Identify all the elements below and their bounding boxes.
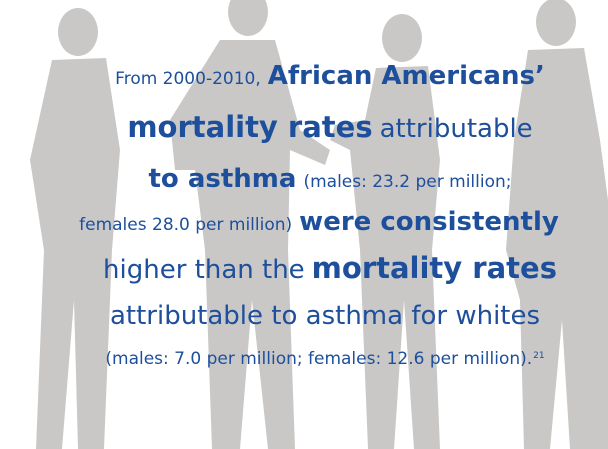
text-segment: mortality rates xyxy=(127,110,372,144)
text-segment: higher than the xyxy=(103,255,305,285)
text-line: mortality rates attributable xyxy=(0,113,608,142)
text-segment: (males: 7.0 per million; females: 12.6 p… xyxy=(105,349,532,369)
footnote-ref: 21 xyxy=(533,351,544,361)
head xyxy=(536,0,576,46)
text-segment: attributable to asthma for whites xyxy=(110,301,540,331)
figure xyxy=(506,48,608,449)
text-segment: African Americans’ xyxy=(268,61,545,91)
text-line: females 28.0 per million) were consistent… xyxy=(0,209,608,235)
infographic: From 2000-2010, African Americans’ mortal… xyxy=(0,0,608,449)
text-segment: attributable xyxy=(380,114,533,144)
text-segment: females 28.0 per million) xyxy=(79,215,292,235)
text-line: (males: 7.0 per million; females: 12.6 p… xyxy=(0,351,608,368)
text-segment: were consistently xyxy=(299,207,559,237)
text-segment: From 2000-2010, xyxy=(115,69,261,89)
head xyxy=(228,0,268,36)
text-line: to asthma (males: 23.2 per million; xyxy=(0,166,608,192)
text-segment: to asthma xyxy=(149,164,297,194)
head xyxy=(382,14,422,62)
figure xyxy=(170,40,330,449)
text-line: attributable to asthma for whites xyxy=(0,303,608,329)
head xyxy=(58,8,98,56)
text-segment: mortality rates xyxy=(312,251,557,285)
text-segment: (males: 23.2 per million; xyxy=(303,172,511,192)
text-line: From 2000-2010, African Americans’ xyxy=(0,63,608,89)
